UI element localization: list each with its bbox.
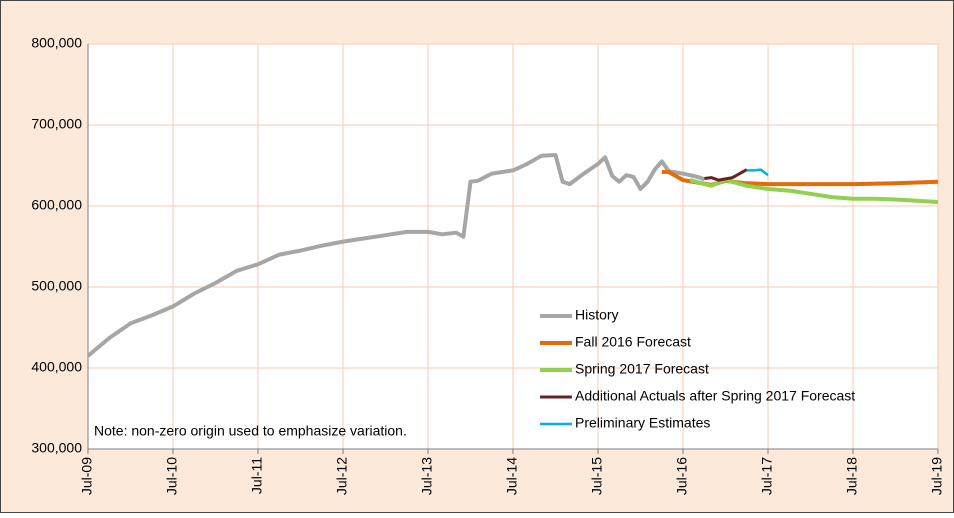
x-tick-label: Jul-17 — [759, 457, 775, 495]
series-line — [86, 153, 705, 358]
x-tick-label: Jul-11 — [249, 457, 265, 494]
series-line — [704, 168, 748, 182]
x-tick-label: Jul-18 — [844, 457, 860, 495]
y-tick-label: 300,000 — [31, 440, 82, 456]
x-tick-label: Jul-13 — [419, 457, 435, 495]
x-tick-label: Jul-15 — [589, 457, 605, 495]
series-line — [746, 168, 769, 177]
y-tick-label: 700,000 — [31, 116, 82, 132]
y-tick-label: 800,000 — [31, 35, 82, 51]
x-tick-label: Jul-09 — [79, 457, 95, 495]
legend-label: History — [575, 307, 619, 323]
note: Note: non-zero origin used to emphasize … — [94, 423, 407, 439]
x-tick-label: Jul-16 — [674, 457, 690, 495]
legend-label: Spring 2017 Forecast — [575, 361, 709, 377]
x-tick-label: Jul-10 — [164, 457, 180, 495]
series-line — [689, 178, 939, 204]
x-tick-label: Jul-12 — [334, 457, 350, 495]
y-tick-label: 400,000 — [31, 359, 82, 375]
legend-label: Preliminary Estimates — [575, 415, 710, 431]
x-tick-label: Jul-19 — [929, 457, 945, 495]
x-tick-label: Jul-14 — [504, 457, 520, 495]
legend-label: Fall 2016 Forecast — [575, 334, 691, 350]
legend-label: Additional Actuals after Spring 2017 For… — [575, 388, 855, 404]
y-tick-label: 600,000 — [31, 197, 82, 213]
y-tick-label: 500,000 — [31, 278, 82, 294]
